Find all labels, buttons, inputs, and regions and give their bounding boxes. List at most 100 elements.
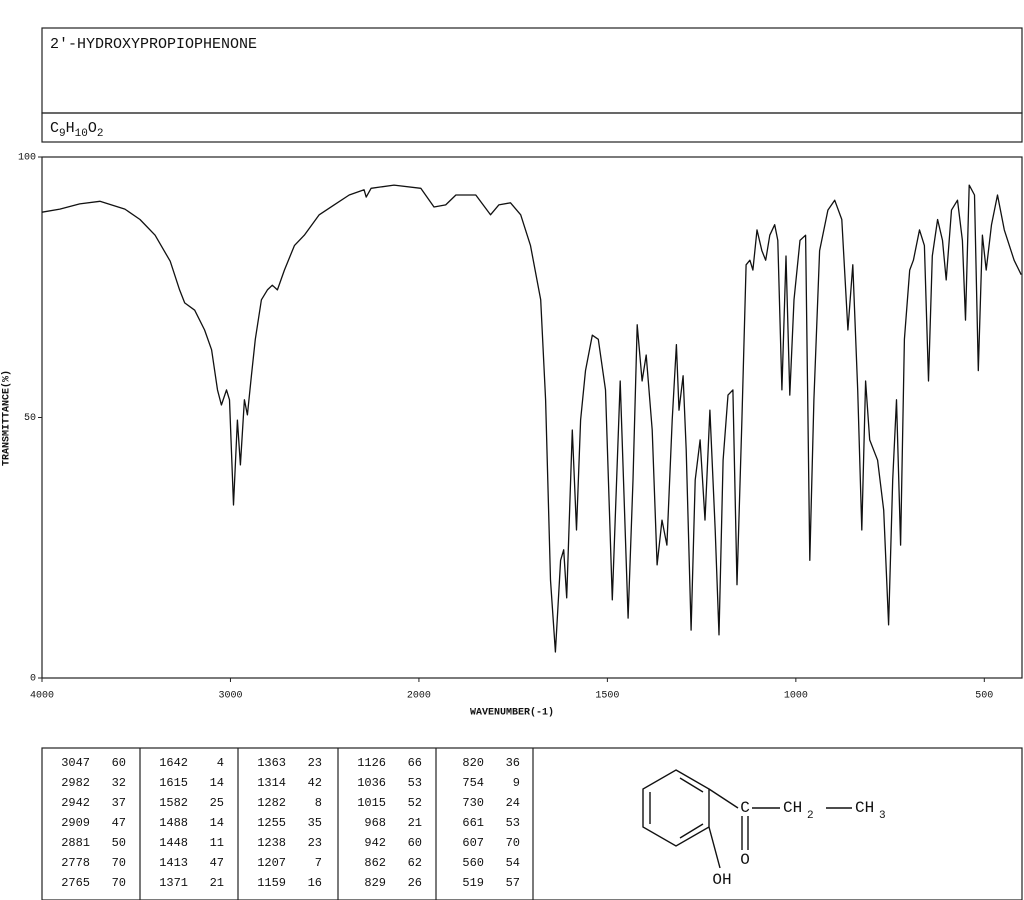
formula-box xyxy=(41,112,1023,143)
peak-wavenumber: 560 xyxy=(462,856,484,870)
peak-wavenumber: 3047 xyxy=(61,756,90,770)
peak-transmittance: 66 xyxy=(408,756,422,770)
peak-wavenumber: 942 xyxy=(364,836,386,850)
peak-transmittance: 11 xyxy=(210,836,224,850)
peak-transmittance: 47 xyxy=(112,816,126,830)
peak-transmittance: 24 xyxy=(506,796,520,810)
y-tick-label: 100 xyxy=(18,153,36,164)
peak-transmittance: 70 xyxy=(506,836,520,850)
formula-subscript: 2 xyxy=(97,128,104,140)
y-tick-label: 0 xyxy=(30,674,36,685)
peak-wavenumber: 2765 xyxy=(61,876,90,890)
peak-wavenumber: 2909 xyxy=(61,816,90,830)
formula-element: C xyxy=(50,120,59,137)
peak-wavenumber: 2778 xyxy=(61,856,90,870)
peak-wavenumber: 730 xyxy=(462,796,484,810)
peak-transmittance: 16 xyxy=(308,876,322,890)
peak-transmittance: 52 xyxy=(408,796,422,810)
formula-element: O xyxy=(88,120,97,137)
peak-wavenumber: 519 xyxy=(462,876,484,890)
atom-ch3-sub: 3 xyxy=(879,810,886,822)
spectrum-line xyxy=(41,184,1022,653)
peak-wavenumber: 1448 xyxy=(159,836,188,850)
peak-wavenumber: 1159 xyxy=(257,876,286,890)
atom-ch2: CH xyxy=(783,799,802,817)
compound-name: 2'-HYDROXYPROPIOPHENONE xyxy=(50,36,257,53)
peak-wavenumber: 1413 xyxy=(159,856,188,870)
peak-transmittance: 42 xyxy=(308,776,322,790)
peak-wavenumber: 1363 xyxy=(257,756,286,770)
atom-ch2-sub: 2 xyxy=(807,810,814,822)
peak-transmittance: 70 xyxy=(112,856,126,870)
peak-wavenumber: 829 xyxy=(364,876,386,890)
peak-wavenumber: 862 xyxy=(364,856,386,870)
peak-transmittance: 14 xyxy=(210,776,224,790)
peak-transmittance: 50 xyxy=(112,836,126,850)
peak-transmittance: 54 xyxy=(506,856,520,870)
peak-transmittance: 8 xyxy=(315,796,322,810)
peak-transmittance: 23 xyxy=(308,836,322,850)
atom-o: O xyxy=(740,851,750,869)
y-tick-label: 50 xyxy=(24,413,36,424)
peak-transmittance: 14 xyxy=(210,816,224,830)
peak-transmittance: 25 xyxy=(210,796,224,810)
peak-wavenumber: 1036 xyxy=(357,776,386,790)
peak-wavenumber: 754 xyxy=(462,776,484,790)
table-box xyxy=(41,747,1023,900)
peak-transmittance: 4 xyxy=(217,756,224,770)
structure-bonds xyxy=(642,769,852,869)
peak-wavenumber: 968 xyxy=(364,816,386,830)
peak-transmittance: 7 xyxy=(315,856,322,870)
formula-element: H xyxy=(66,120,75,137)
peak-transmittance: 62 xyxy=(408,856,422,870)
peak-transmittance: 60 xyxy=(112,756,126,770)
peak-wavenumber: 2881 xyxy=(61,836,90,850)
peak-transmittance: 37 xyxy=(112,796,126,810)
peak-wavenumber: 820 xyxy=(462,756,484,770)
table-dividers xyxy=(139,748,534,900)
x-axis-label: WAVENUMBER(-1) xyxy=(470,707,554,719)
peak-transmittance: 35 xyxy=(308,816,322,830)
peak-wavenumber: 1207 xyxy=(257,856,286,870)
peak-wavenumber: 1314 xyxy=(257,776,286,790)
peak-transmittance: 53 xyxy=(408,776,422,790)
x-tick-label: 3000 xyxy=(218,691,242,702)
peak-transmittance: 23 xyxy=(308,756,322,770)
peak-wavenumber: 1015 xyxy=(357,796,386,810)
peak-transmittance: 32 xyxy=(112,776,126,790)
peak-transmittance: 53 xyxy=(506,816,520,830)
x-tick-label: 2000 xyxy=(407,691,431,702)
peak-wavenumber: 661 xyxy=(462,816,484,830)
formula-subscript: 10 xyxy=(75,128,88,140)
formula-subscript: 9 xyxy=(59,128,66,140)
peak-wavenumber: 2982 xyxy=(61,776,90,790)
peak-wavenumber: 1371 xyxy=(159,876,188,890)
x-tick-label: 500 xyxy=(975,691,993,702)
x-tick-label: 1000 xyxy=(784,691,808,702)
peak-wavenumber: 1615 xyxy=(159,776,188,790)
plot-frame xyxy=(41,156,1023,679)
x-tick-label: 4000 xyxy=(30,691,54,702)
atom-ch3: CH xyxy=(855,799,874,817)
peak-transmittance: 60 xyxy=(408,836,422,850)
peak-wavenumber: 1282 xyxy=(257,796,286,810)
atom-oh: OH xyxy=(712,871,731,889)
peak-transmittance: 21 xyxy=(408,816,422,830)
peak-wavenumber: 2942 xyxy=(61,796,90,810)
peak-wavenumber: 607 xyxy=(462,836,484,850)
peak-wavenumber: 1238 xyxy=(257,836,286,850)
peak-wavenumber: 1642 xyxy=(159,756,188,770)
peak-transmittance: 26 xyxy=(408,876,422,890)
peak-transmittance: 21 xyxy=(210,876,224,890)
atom-c: C xyxy=(740,799,750,817)
peak-wavenumber: 1255 xyxy=(257,816,286,830)
peak-wavenumber: 1488 xyxy=(159,816,188,830)
x-tick-label: 1500 xyxy=(595,691,619,702)
peak-transmittance: 36 xyxy=(506,756,520,770)
formula: C9H10O2 xyxy=(50,120,103,140)
peak-transmittance: 70 xyxy=(112,876,126,890)
peak-transmittance: 9 xyxy=(513,776,520,790)
peak-wavenumber: 1582 xyxy=(159,796,188,810)
peak-transmittance: 47 xyxy=(210,856,224,870)
